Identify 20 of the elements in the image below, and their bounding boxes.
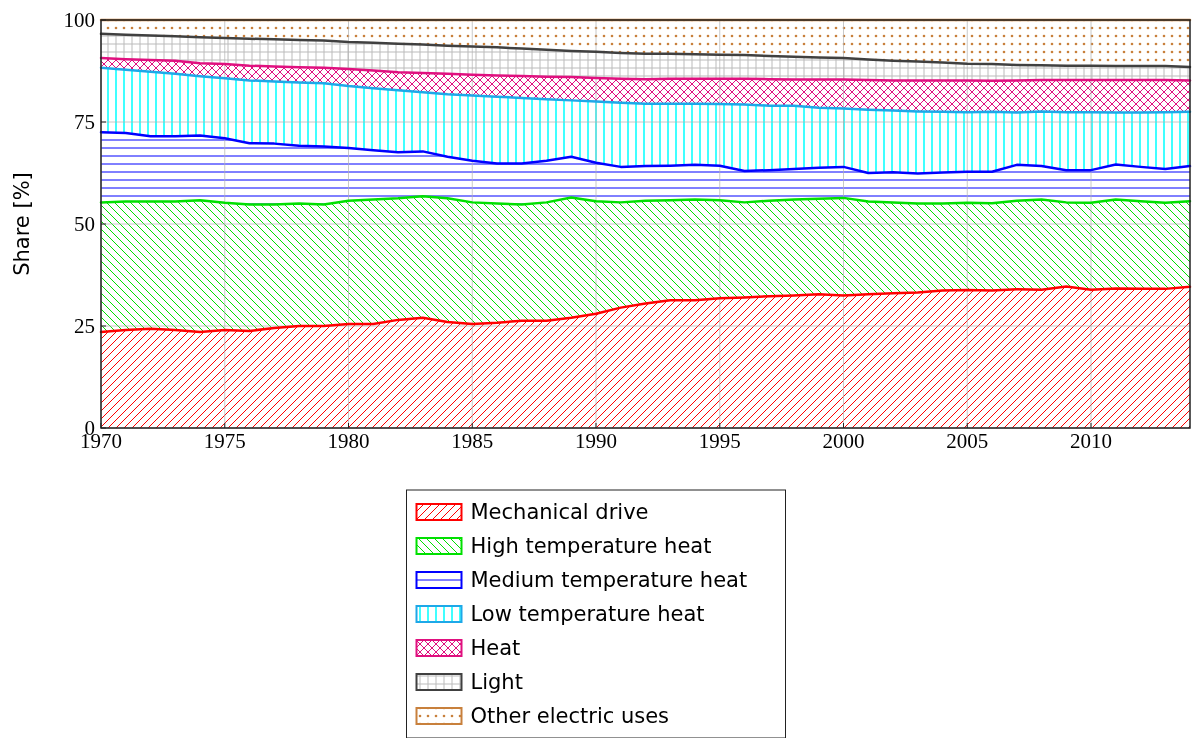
x-tick-label: 1995 (698, 429, 741, 453)
x-tick-label: 2010 (1070, 429, 1112, 453)
x-tick-label: 1975 (203, 429, 246, 453)
legend-label: Mechanical drive (470, 500, 649, 524)
y-axis-title: Share [%] (10, 172, 34, 276)
legend-label: Other electric uses (470, 704, 670, 728)
legend-label: Heat (470, 636, 521, 660)
legend-label: Medium temperature heat (470, 568, 748, 592)
x-tick-label: 1990 (575, 429, 617, 453)
y-tick-label: 50 (74, 212, 95, 236)
x-tick-label: 2005 (946, 429, 989, 453)
y-tick-label: 25 (74, 314, 95, 338)
legend-label: Light (470, 670, 523, 694)
x-tick-label: 2000 (822, 429, 865, 453)
legend-label: Low temperature heat (470, 602, 705, 626)
x-tick-label: 1985 (451, 429, 494, 453)
y-tick-label: 75 (74, 110, 95, 134)
y-tick-label: 100 (63, 8, 95, 32)
legend-label: High temperature heat (470, 534, 712, 558)
x-tick-label: 1980 (327, 429, 370, 453)
